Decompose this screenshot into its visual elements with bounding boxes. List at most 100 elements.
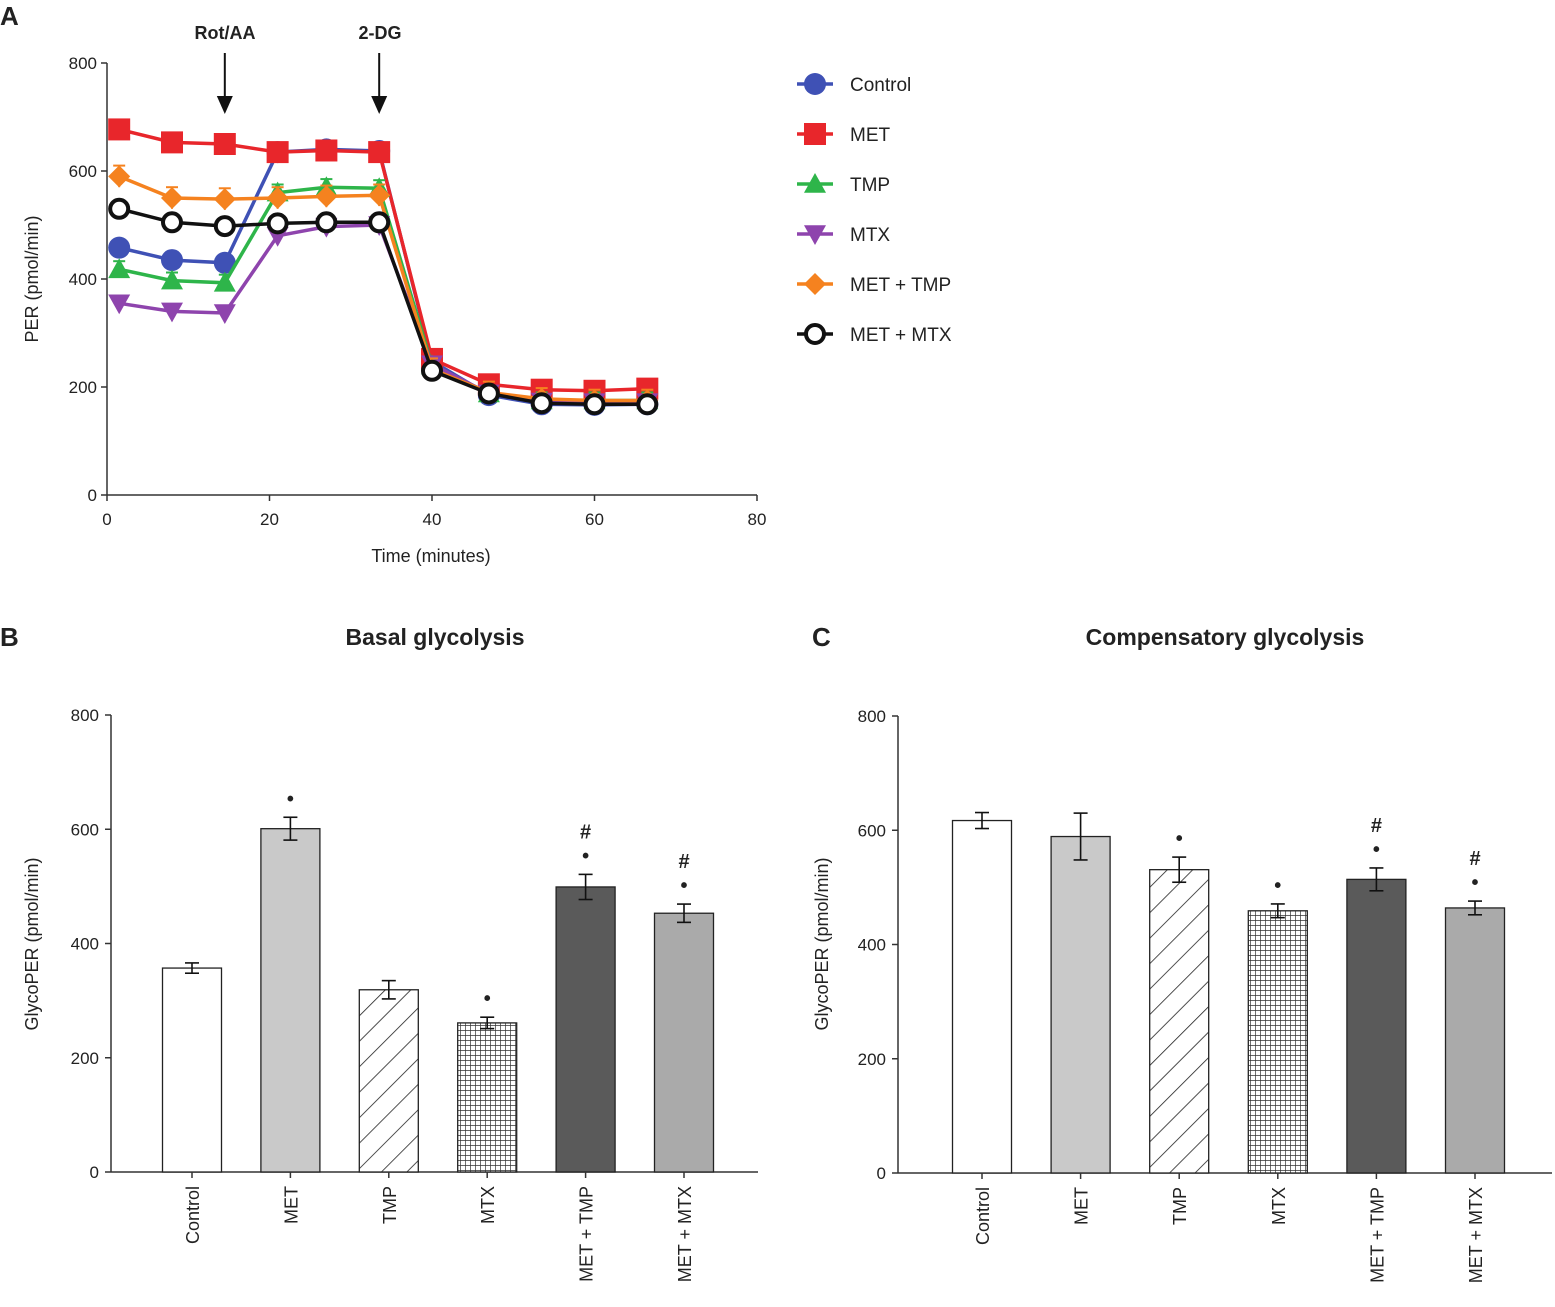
panel-c-significance-marker: # [1371,815,1382,837]
panel-b-title: Basal glycolysis [346,624,525,650]
legend-label: MTX [850,225,890,246]
legend-item-control: Control [797,73,911,96]
data-point-met-mtx [368,211,391,234]
panel-b-bar-met-mtx [653,912,715,1173]
panel-c-category-label: MET + MTX [1466,1187,1486,1283]
panel-c-bar-mtx [1247,910,1308,1174]
panel-b-ylabel: GlycoPER (pmol/min) [22,857,42,1030]
panel-c-bar-met-mtx [1444,907,1506,1174]
panel-c-y-tick-label: 600 [858,821,886,840]
panel-b-significance-marker: # [580,821,591,843]
panel-c-bar-chart: Compensatory glycolysis GlycoPER (pmol/m… [812,624,1552,1283]
legend-item-met-mtx: MET + MTX [797,323,952,346]
legend-swatch-marker [804,173,826,193]
series-line-met-mtx [118,207,648,407]
panel-a-y-tick-label: 400 [69,270,97,289]
panel-a-xlabel: Time (minutes) [371,546,490,566]
data-point-met-mtx [636,393,659,416]
panel-c-ylabel: GlycoPER (pmol/min) [812,857,832,1030]
panel-c-bar-control [951,819,1013,1174]
data-point-control [213,251,236,274]
panel-b-bar-tmp [358,989,419,1173]
data-point-met-mtx [315,211,338,234]
panel-a-y-tick-label: 0 [88,486,97,505]
data-point-met-mtx [477,382,500,405]
panel-c-y-tick-label: 800 [858,707,886,726]
legend-swatch-marker [804,73,826,95]
data-point-met-mtx [213,215,236,238]
data-point-met-tmp [368,184,391,207]
panel-c-y-tick-label: 0 [877,1164,886,1183]
panel-c-category-label: MET [1072,1187,1092,1225]
data-point-met-mtx [108,197,131,220]
panel-a-y-tick-label: 200 [69,378,97,397]
data-point-met [108,118,131,141]
panel-a-x-tick-label: 0 [102,510,111,529]
panel-b-bar-met-tmp [555,886,616,1173]
legend-swatch-marker [804,323,826,345]
panel-b-category-label: Control [183,1186,203,1244]
data-point-met [368,141,391,164]
panel-a-line-chart: 0 200 400 600 800 0 20 40 60 80 Time (minutes) PE… [22,23,952,566]
panel-b-category-label: MTX [478,1186,498,1224]
panel-b-y-tick-label: 0 [90,1163,99,1182]
data-point-mtx [108,294,131,315]
series-mtx [108,216,659,414]
panel-c-title: Compensatory glycolysis [1086,624,1365,650]
panel-c-significance-marker: • [1373,839,1380,861]
data-point-mtx [213,304,236,325]
panel-c-category-label: TMP [1170,1187,1190,1225]
annotation-2dg-label: 2-DG [358,23,401,43]
data-point-met-mtx [421,359,443,382]
panel-b-y-tick-label: 400 [71,935,99,954]
panel-b-category-label: TMP [380,1186,400,1224]
panel-b-significance-marker: # [678,851,689,873]
data-point-met [161,131,183,154]
data-point-met-tmp [161,187,183,209]
panel-b-significance-marker: • [680,875,687,897]
panel-b-y-tick-label: 600 [71,820,99,839]
series-met-mtx [108,197,659,416]
panel-c-significance-marker: • [1471,872,1478,894]
panel-b-significance-marker: • [582,845,589,867]
panel-c-significance-marker: • [1176,828,1183,850]
panel-b-category-label: MET + TMP [577,1186,597,1282]
annotation-arrow-head [371,96,388,114]
panel-a-x-tick-label: 60 [585,510,604,529]
panel-c-significance-marker: • [1274,875,1281,897]
series-line-mtx [118,223,648,404]
legend-label: MET [850,125,891,146]
panel-b-y-tick-label: 200 [71,1049,99,1068]
annotation-rot-aa-label: Rot/AA [195,23,256,43]
panel-letter-b: B [0,622,19,652]
panel-b-bar-chart: Basal glycolysis GlycoPER (pmol/min) 0 20… [22,624,758,1282]
data-point-met [315,139,338,162]
legend-item-tmp: TMP [797,173,890,196]
panel-b-category-label: MET [281,1186,301,1224]
data-point-met-mtx [583,393,606,416]
data-point-met-tmp [266,187,289,209]
data-point-met [213,133,236,155]
data-point-control [161,249,183,272]
panel-letter-a: A [0,1,19,31]
panel-c-significance-marker: # [1469,848,1480,870]
panel-c-bar-met-tmp [1346,878,1407,1174]
panel-b-bar-control [161,967,223,1173]
panel-b-significance-marker: • [484,988,491,1010]
legend-swatch-marker [804,225,826,245]
data-point-mtx [161,302,183,323]
panel-a-x-tick-label: 40 [423,510,442,529]
panel-c-category-label: Control [973,1187,993,1245]
panel-c-category-label: MET + TMP [1367,1187,1387,1283]
data-point-met-tmp [315,185,338,208]
panel-a-legend: Control MET TMP MTX MET + TMP MET + MTX [797,73,952,346]
panel-a-x-tick-label: 20 [260,510,279,529]
data-point-met-mtx [266,212,289,235]
panel-b-bar-mtx [457,1022,518,1173]
legend-label: MET + MTX [850,325,952,346]
panel-a-y-tick-label: 600 [69,162,97,181]
data-point-tmp [161,269,183,290]
panel-b-bar-met [260,828,321,1173]
legend-item-met: MET [797,123,891,146]
